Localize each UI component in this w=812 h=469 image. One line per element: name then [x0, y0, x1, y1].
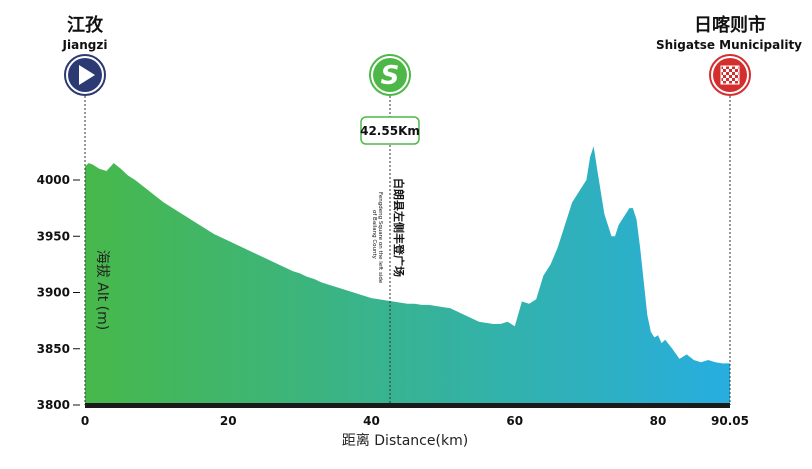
sprint-s-icon: S: [369, 54, 411, 96]
x-tick-label: 40: [363, 414, 380, 428]
x-tick-label: 20: [220, 414, 237, 428]
x-tick-label: 90.05: [711, 414, 749, 428]
x-tick-label: 0: [81, 414, 89, 428]
x-tick-label: 80: [650, 414, 667, 428]
y-axis-title: 海拔 Alt (m): [94, 250, 110, 330]
start-name-en: Jiangzi: [62, 38, 108, 52]
sprint-name-cn: 白朗县左侧丰登广场: [392, 178, 406, 277]
y-tick-label: 4000: [37, 173, 70, 187]
finish-name-cn: 日喀则市: [694, 14, 766, 36]
finish-name-en: Shigatse Municipality: [656, 38, 802, 52]
y-tick-label: 3850: [37, 342, 70, 356]
play-icon: [64, 54, 106, 96]
y-tick-label: 3900: [37, 286, 70, 300]
x-axis-title: 距离 Distance(km): [342, 432, 468, 449]
sprint-distance-label: 42.55Km: [360, 124, 420, 138]
sprint-name-en-line2: of Bailang County: [371, 210, 377, 260]
elevation-area: [85, 146, 730, 406]
y-tick-label: 3950: [37, 229, 70, 243]
y-tick-label: 3800: [37, 398, 70, 412]
sprint-distance-box: [360, 116, 420, 145]
sprint-icon-letter: S: [381, 61, 400, 91]
x-axis-baseline: [85, 403, 730, 408]
sprint-name-en-line1: Fengdeng Square on the left side: [377, 192, 383, 284]
x-tick-label: 60: [506, 414, 523, 428]
checkered-flag-icon: [709, 54, 751, 96]
start-name-cn: 江孜: [67, 14, 104, 36]
